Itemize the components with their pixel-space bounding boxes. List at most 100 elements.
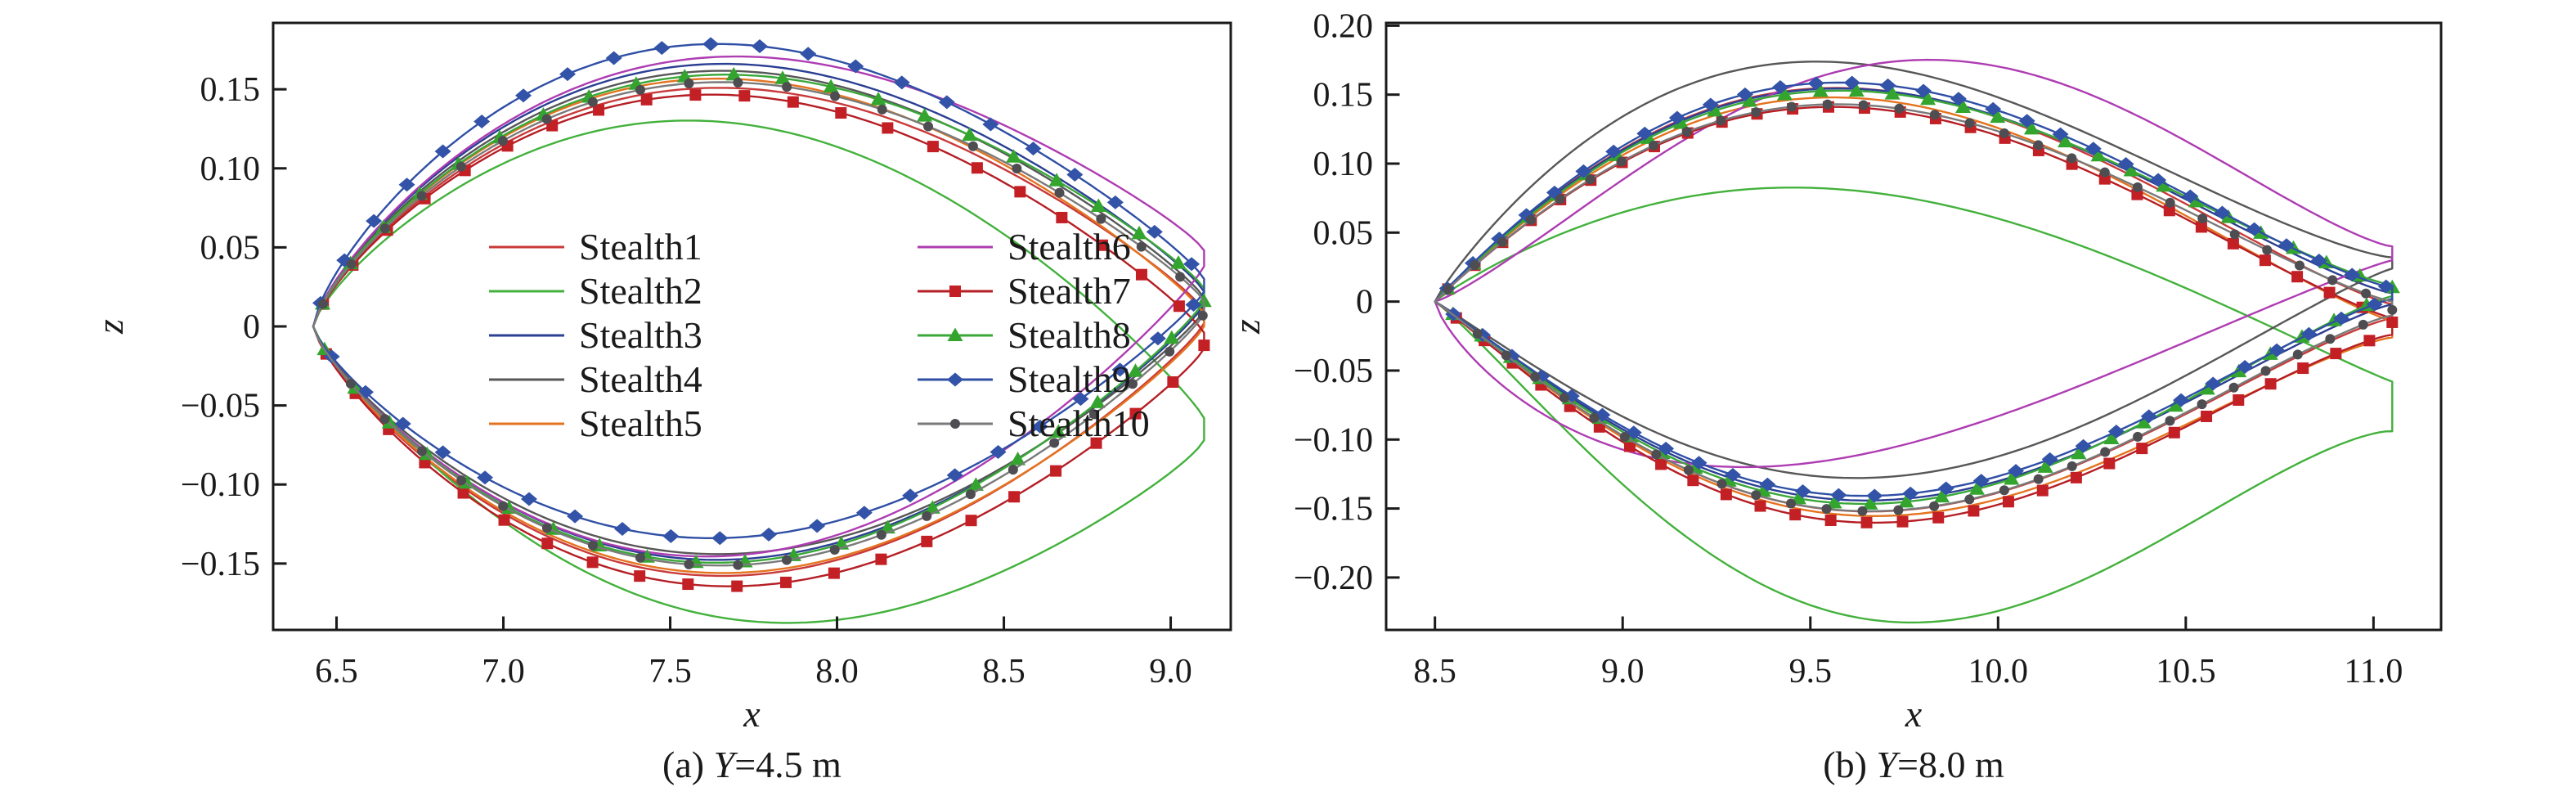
circle-marker <box>2197 213 2208 223</box>
x-tick-label: 9.0 <box>1601 653 1645 690</box>
circle-marker <box>1525 214 1536 225</box>
diamond-marker <box>653 41 671 56</box>
circle-marker <box>497 136 508 146</box>
diamond-marker <box>1830 488 1847 502</box>
triangle-marker <box>1884 86 1901 100</box>
circle-marker <box>456 161 466 172</box>
diamond-marker <box>2041 452 2058 466</box>
triangle-marker <box>2167 398 2183 412</box>
circle-marker <box>830 91 841 101</box>
x-axis-b: 8.5 9.0 9.5 10.0 10.5 11.0 <box>1413 616 2403 690</box>
circle-marker <box>1054 187 1065 198</box>
diamond-marker <box>2173 393 2190 407</box>
triangle-marker <box>1089 394 1106 408</box>
triangle-marker <box>2037 459 2053 473</box>
diamond-marker <box>809 519 826 533</box>
diamond-marker <box>2366 297 2383 312</box>
diamond-marker <box>2300 326 2318 341</box>
circle-marker <box>1555 194 1565 205</box>
square-marker <box>2195 221 2207 233</box>
diamond-marker <box>1950 92 1967 106</box>
diamond-marker <box>1985 101 2002 116</box>
square-marker <box>541 537 554 550</box>
circle-marker <box>317 299 328 309</box>
x-tick-label: 8.0 <box>815 653 859 690</box>
circle-marker <box>2228 382 2239 393</box>
x-tick-label: 7.5 <box>648 653 692 690</box>
y-tick-label: 0.10 <box>1313 146 1374 183</box>
triangle-marker <box>419 446 435 461</box>
diamond-marker <box>761 527 778 542</box>
square-marker <box>2070 471 2082 483</box>
y-tick-label: 0.05 <box>200 229 261 267</box>
triangle-marker <box>774 70 791 84</box>
triangle-marker <box>967 477 984 491</box>
legend-label: Stealth5 <box>579 402 702 444</box>
square-marker <box>1655 458 1667 470</box>
diamond-marker <box>1605 144 1622 159</box>
diamond-marker <box>702 37 720 52</box>
triangle-marker <box>917 108 933 122</box>
diamond-marker <box>2182 189 2199 204</box>
series-stealth10-markers <box>317 77 1208 570</box>
triangle-marker <box>459 474 475 489</box>
circle-marker <box>2099 167 2110 178</box>
y-axis-b: 0.20 0.15 0.10 0.05 0 −0.05 −0.10 −0.15 −0.20 <box>1294 7 1400 597</box>
square-marker <box>1687 474 1699 487</box>
circle-marker <box>1096 214 1106 224</box>
square-marker <box>965 515 977 527</box>
y-tick-label: 0.05 <box>1313 214 1374 252</box>
diamond-marker <box>902 488 919 503</box>
triangle-marker <box>1170 255 1187 269</box>
diamond-marker <box>1736 87 1753 101</box>
diamond-marker <box>1658 441 1675 456</box>
square-marker <box>586 556 599 569</box>
legend-label: Stealth3 <box>579 314 702 356</box>
x-tick-label: 10.5 <box>2156 653 2216 690</box>
square-marker <box>1014 186 1026 198</box>
circle-marker <box>1443 284 1453 295</box>
triangle-marker <box>870 92 886 106</box>
square-marker <box>1824 515 1837 527</box>
diamond-marker <box>893 75 910 90</box>
triangle-marker <box>962 127 978 142</box>
square-marker <box>1056 211 1068 223</box>
diamond-marker <box>2237 360 2254 375</box>
square-marker <box>457 487 469 499</box>
circle-marker <box>2327 275 2338 286</box>
legend: Stealth1Stealth2Stealth3Stealth4Stealth5… <box>489 226 1150 444</box>
circle-marker <box>587 540 598 551</box>
circle-marker <box>1857 506 1868 516</box>
plot-frame-b <box>1384 21 2443 632</box>
diamond-marker <box>1106 195 1124 209</box>
diamond-marker <box>2344 268 2361 282</box>
circle-marker <box>456 475 467 486</box>
circle-marker <box>1530 371 1541 382</box>
y-tick-label: 0 <box>243 308 260 346</box>
diamond-marker <box>855 506 873 520</box>
triangle-marker <box>381 415 397 429</box>
diamond-marker <box>2278 238 2295 253</box>
square-marker <box>593 104 605 116</box>
diamond-marker <box>1794 483 1811 498</box>
series-group-a <box>312 37 1212 624</box>
triangle-marker <box>1990 109 2006 124</box>
diamond-marker <box>567 509 584 524</box>
diamond-marker <box>1972 474 1990 488</box>
circle-marker <box>733 560 743 570</box>
x-tick-label: 10.0 <box>1968 653 2029 690</box>
circle-marker <box>1717 479 1727 489</box>
caption-b: (b) Y=8.0 m <box>1823 744 2004 785</box>
diamond-marker <box>2140 409 2157 424</box>
square-marker <box>2323 286 2336 299</box>
diamond-marker <box>1702 97 1719 112</box>
y-tick-label: −0.10 <box>181 466 260 504</box>
legend-item-stealth2: Stealth2 <box>489 270 702 312</box>
diamond-marker <box>398 178 415 192</box>
circle-marker <box>2292 349 2303 360</box>
circle-marker <box>1893 505 1904 515</box>
circle-marker <box>345 379 356 389</box>
square-marker <box>1096 239 1108 251</box>
